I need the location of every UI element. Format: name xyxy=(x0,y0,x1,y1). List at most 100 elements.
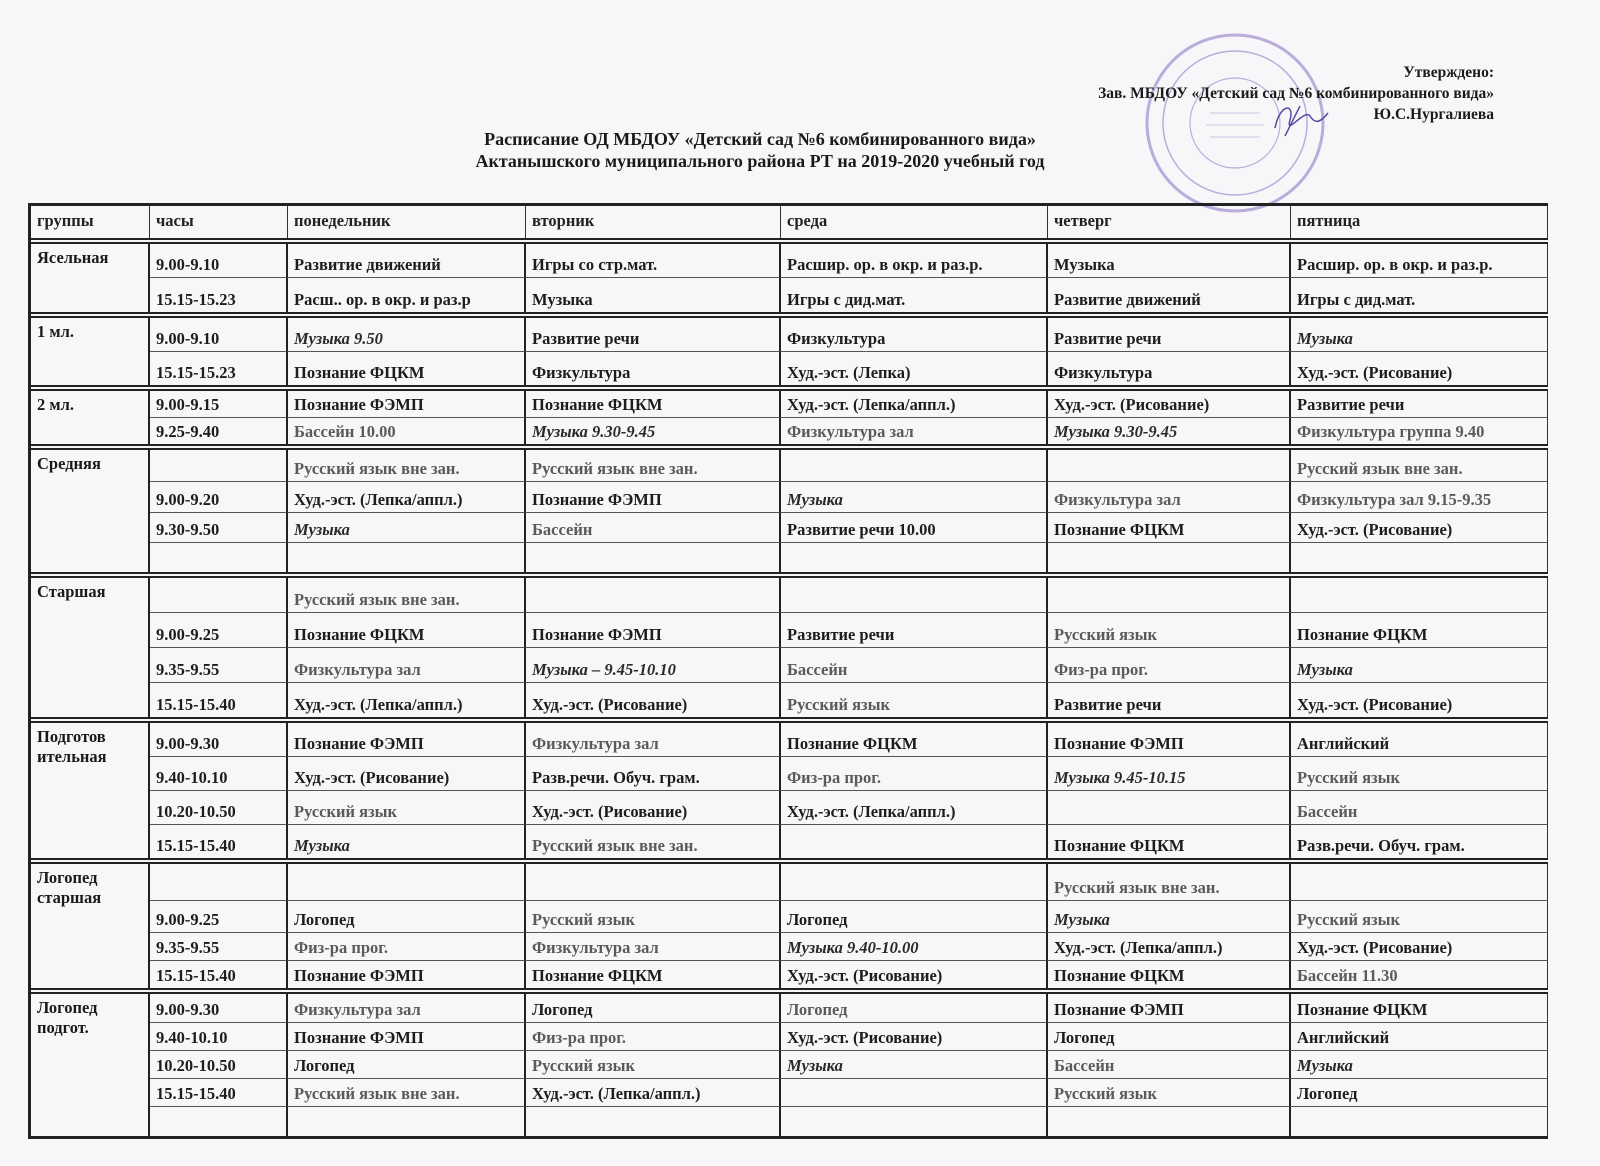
activity-cell: Музыка xyxy=(288,513,526,543)
activity-cell: Развитие речи xyxy=(526,318,781,352)
group-block: Логопед подгот. 9.00-9.30 Физкультура зал Л… xyxy=(31,988,1548,1136)
table-row: Русский язык вне зан. Русский язык вне за… xyxy=(150,450,1548,482)
table-row: 9.35-9.55 Физ-ра прог. Физкультура зал Музы… xyxy=(150,933,1548,961)
activity-cell xyxy=(1291,1107,1548,1136)
activity-cell: Развитие речи xyxy=(1291,391,1548,418)
group-block: Логопед старшая Русский язык вне зан. 9.00… xyxy=(31,858,1548,988)
activity-cell: Русский язык xyxy=(526,901,781,933)
activity-cell: Познание ФЦКМ xyxy=(526,391,781,418)
group-block: Ясельная 9.00-9.10 Развитие движений Игры с… xyxy=(31,238,1548,312)
activity-cell: Музыка xyxy=(781,1051,1048,1079)
group-name: 1 мл. xyxy=(31,318,150,385)
activity-cell: Познание ФЭМП xyxy=(526,482,781,513)
activity-cell: Физкультура зал xyxy=(526,933,781,961)
table-row: 10.20-10.50 Логопед Русский язык Музыка Басс… xyxy=(150,1051,1548,1079)
activity-cell xyxy=(1048,543,1291,572)
activity-cell: Познание ФЦКМ xyxy=(1048,961,1291,988)
activity-cell xyxy=(1048,450,1291,482)
activity-cell: Физкультура xyxy=(781,318,1048,352)
activity-cell: Худ.-эст. (Рисование) xyxy=(781,1023,1048,1051)
time-cell: 9.40-10.10 xyxy=(150,757,288,791)
table-row: 9.00-9.10 Развитие движений Игры со стр.ма… xyxy=(150,244,1548,278)
activity-cell: Познание ФЭМП xyxy=(1048,994,1291,1023)
activity-cell: Логопед xyxy=(288,901,526,933)
activity-cell: Познание ФЦКМ xyxy=(1291,613,1548,648)
activity-cell: Физ-ра прог. xyxy=(526,1023,781,1051)
activity-cell: Разв.речи. Обуч. грам. xyxy=(526,757,781,791)
activity-cell: Развитие речи xyxy=(781,613,1048,648)
activity-cell: Худ.-эст. (Лепка/аппл.) xyxy=(1048,933,1291,961)
table-row: 15.15-15.23 Расш.. ор. в окр. и раз.р Музы… xyxy=(150,278,1548,312)
activity-cell: Музыка – 9.45-10.10 xyxy=(526,648,781,683)
table-row: 15.15-15.40 Русский язык вне зан. Худ.-эст… xyxy=(150,1079,1548,1107)
activity-cell: Русский язык xyxy=(288,791,526,825)
column-header: пятница xyxy=(1291,206,1548,238)
activity-cell: Музыка xyxy=(781,482,1048,513)
activity-cell xyxy=(781,864,1048,901)
table-row: 9.00-9.20 Худ.-эст. (Лепка/аппл.) Познание… xyxy=(150,482,1548,513)
activity-cell xyxy=(781,450,1048,482)
group-name: Старшая xyxy=(31,578,150,717)
activity-cell xyxy=(526,864,781,901)
time-cell: 10.20-10.50 xyxy=(150,791,288,825)
activity-cell: Худ.-эст. (Лепка/аппл.) xyxy=(781,391,1048,418)
time-cell xyxy=(150,864,288,901)
activity-cell xyxy=(781,1079,1048,1107)
time-cell: 15.15-15.23 xyxy=(150,278,288,312)
activity-cell: Физкультура зал xyxy=(1048,482,1291,513)
group-name: Логопед старшая xyxy=(31,864,150,988)
table-row: 15.15-15.23 Познание ФЦКМ Физкультура Худ.-… xyxy=(150,352,1548,385)
page-title: Расписание ОД МБДОУ «Детский сад №6 комб… xyxy=(380,128,1140,172)
activity-cell: Бассейн xyxy=(781,648,1048,683)
column-header: среда xyxy=(781,206,1048,238)
activity-cell: Бассейн 11.30 xyxy=(1291,961,1548,988)
table-row: 15.15-15.40 Музыка Русский язык вне зан. По… xyxy=(150,825,1548,858)
table-row: 9.00-9.15 Познание ФЭМП Познание ФЦКМ Худ.-… xyxy=(150,391,1548,418)
activity-cell: Худ.-эст. (Рисование) xyxy=(526,683,781,717)
time-cell: 15.15-15.23 xyxy=(150,352,288,385)
group-name: Средняя xyxy=(31,450,150,572)
activity-cell: Логопед xyxy=(1048,1023,1291,1051)
table-row: 9.00-9.30 Познание ФЭМП Физкультура зал Поз… xyxy=(150,723,1548,757)
time-cell: 9.00-9.30 xyxy=(150,723,288,757)
activity-cell xyxy=(288,864,526,901)
table-row: 9.00-9.10 Музыка 9.50 Развитие речи Физкуль… xyxy=(150,318,1548,352)
time-cell: 9.00-9.30 xyxy=(150,994,288,1023)
table-row: 9.00-9.25 Логопед Русский язык Логопед Музык… xyxy=(150,901,1548,933)
activity-cell xyxy=(781,578,1048,613)
activity-cell: Физкультура зал 9.15-9.35 xyxy=(1291,482,1548,513)
approval-signatory: Ю.С.Нургалиева xyxy=(1373,106,1494,123)
activity-cell: Русский язык xyxy=(1291,901,1548,933)
activity-cell: Русский язык xyxy=(1048,613,1291,648)
activity-cell: Музыка xyxy=(288,825,526,858)
activity-cell: Худ.-эст. (Лепка/аппл.) xyxy=(288,683,526,717)
approval-position: Зав. МБДОУ «Детский сад №6 комбинированн… xyxy=(1098,85,1494,102)
time-cell: 9.25-9.40 xyxy=(150,418,288,444)
activity-cell: Физкультура зал xyxy=(288,994,526,1023)
table-row: 15.15-15.40 Познание ФЭМП Познание ФЦКМ Худ… xyxy=(150,961,1548,988)
activity-cell: Русский язык xyxy=(781,683,1048,717)
activity-cell xyxy=(526,543,781,572)
activity-cell: Познание ФЦКМ xyxy=(288,352,526,385)
activity-cell: Бассейн xyxy=(1291,791,1548,825)
activity-cell xyxy=(1291,578,1548,613)
activity-cell: Познание ФЭМП xyxy=(526,613,781,648)
activity-cell: Физ-ра прог. xyxy=(781,757,1048,791)
activity-cell: Разв.речи. Обуч. грам. xyxy=(1291,825,1548,858)
activity-cell: Худ.-эст. (Рисование) xyxy=(1048,391,1291,418)
time-cell xyxy=(150,543,288,572)
time-cell: 15.15-15.40 xyxy=(150,1079,288,1107)
group-name: Логопед подгот. xyxy=(31,994,150,1136)
official-stamp xyxy=(1145,33,1325,213)
activity-cell: Музыка 9.45-10.15 xyxy=(1048,757,1291,791)
table-row: 9.00-9.30 Физкультура зал Логопед Логопед По… xyxy=(150,994,1548,1023)
time-cell: 15.15-15.40 xyxy=(150,961,288,988)
activity-cell: Музыка xyxy=(1291,318,1548,352)
activity-cell: Худ.-эст. (Рисование) xyxy=(1291,352,1548,385)
title-line-1: Расписание ОД МБДОУ «Детский сад №6 комб… xyxy=(484,129,1036,149)
group-block: Подготов ительная 9.00-9.30 Познание ФЭМП Ф… xyxy=(31,717,1548,858)
table-row: 9.35-9.55 Физкультура зал Музыка – 9.45-10… xyxy=(150,648,1548,683)
group-name: 2 мл. xyxy=(31,391,150,444)
activity-cell: Музыка 9.30-9.45 xyxy=(1048,418,1291,444)
column-header: вторник xyxy=(526,206,781,238)
